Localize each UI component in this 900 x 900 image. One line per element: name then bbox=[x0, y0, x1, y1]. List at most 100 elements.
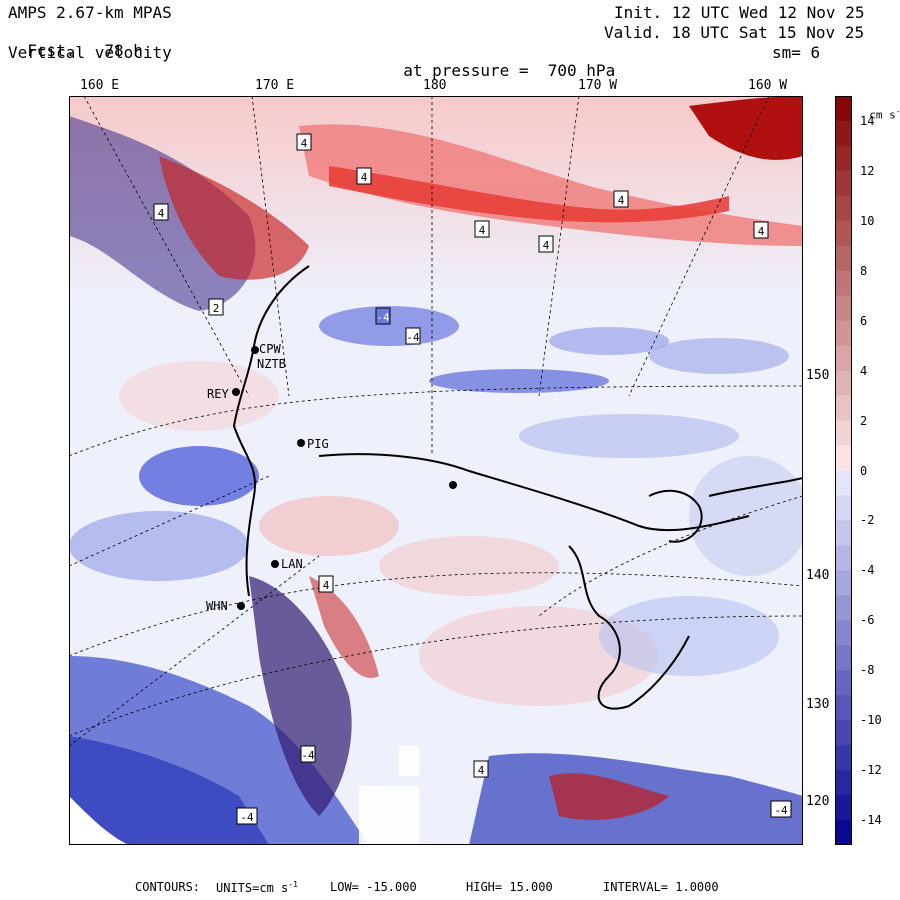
contour-label-box: 4 bbox=[474, 220, 490, 238]
colorbar-tick-label: -12 bbox=[860, 763, 882, 778]
footer-low: LOW= -15.000 bbox=[330, 880, 417, 894]
colorbar-tick-label: -2 bbox=[860, 513, 875, 528]
colorbar-tick-label: -10 bbox=[860, 713, 882, 728]
colorbar-cell bbox=[835, 645, 852, 671]
white-patch-1 bbox=[359, 786, 419, 845]
colorbar-cell bbox=[835, 820, 852, 845]
svg-text:4: 4 bbox=[758, 225, 765, 238]
colorbar-tick-label: 14 bbox=[860, 113, 875, 128]
colorbar-cell bbox=[835, 145, 852, 172]
model-title: AMPS 2.67-km MPAS bbox=[8, 3, 172, 22]
map-frame bbox=[69, 96, 803, 845]
svg-text:-4: -4 bbox=[376, 311, 390, 324]
station-dot-icon bbox=[251, 346, 259, 354]
svg-text:4: 4 bbox=[543, 239, 550, 252]
negative-patch-1 bbox=[319, 306, 459, 346]
northwest-red bbox=[159, 156, 309, 280]
svg-text:2: 2 bbox=[213, 302, 220, 315]
colorbar-cell bbox=[835, 545, 852, 571]
colorbar-tick-label: 2 bbox=[860, 413, 868, 428]
lon-label-170w: 170 W bbox=[578, 78, 618, 93]
lon-label-160w: 160 W bbox=[748, 78, 788, 93]
svg-text:4: 4 bbox=[301, 137, 308, 150]
smoothing-label: sm= 6 bbox=[772, 43, 821, 62]
colorbar-cell bbox=[835, 120, 852, 147]
contour-label-box: -4 bbox=[375, 307, 391, 325]
lon-label-160e: 160 E bbox=[80, 78, 120, 93]
colorbar-cell bbox=[835, 470, 852, 496]
footer-contours: CONTOURS: bbox=[135, 880, 201, 894]
colorbar-cell bbox=[835, 220, 852, 247]
svg-text:4: 4 bbox=[618, 194, 625, 207]
svg-text:-4: -4 bbox=[406, 331, 420, 344]
contour-label-box: -4 bbox=[236, 807, 258, 825]
contour-label-box: 4 bbox=[753, 221, 769, 239]
negative-patch-7 bbox=[69, 511, 249, 581]
colorbar-cell bbox=[835, 745, 852, 771]
station-label-whn: WHN bbox=[206, 599, 228, 613]
colorbar-cell bbox=[835, 320, 852, 347]
negative-patch-2 bbox=[429, 369, 609, 393]
colorbar-tick-label: 8 bbox=[860, 263, 868, 278]
positive-patch-1 bbox=[259, 496, 399, 556]
south-center-active bbox=[249, 576, 352, 816]
station-dot-icon bbox=[449, 481, 457, 489]
footer-high: HIGH= 15.000 bbox=[466, 880, 553, 894]
contour-label-box: -4 bbox=[300, 745, 316, 763]
init-time: Init. 12 UTC Wed 12 Nov 25 bbox=[614, 3, 865, 22]
svg-text:4: 4 bbox=[479, 224, 486, 237]
colorbar-tick-label: 10 bbox=[860, 213, 875, 228]
positive-northeast bbox=[689, 96, 803, 160]
colorbar-cell bbox=[835, 170, 852, 197]
station-dot-icon bbox=[271, 560, 279, 568]
svg-text:4: 4 bbox=[361, 171, 368, 184]
svg-text:-4: -4 bbox=[774, 804, 788, 817]
contour-label-box: 4 bbox=[318, 575, 334, 593]
colorbar-cell bbox=[835, 270, 852, 297]
colorbar-cell bbox=[835, 445, 852, 471]
colorbar-cell bbox=[835, 495, 852, 521]
station-label-pig: PIG bbox=[307, 437, 329, 451]
colorbar-cell bbox=[835, 195, 852, 222]
svg-text:-4: -4 bbox=[240, 811, 254, 824]
negative-patch-3 bbox=[549, 327, 669, 355]
contour-label-box: 2 bbox=[208, 298, 224, 316]
station-label-lan: LAN bbox=[281, 557, 303, 571]
pressure-value: 700 hPa bbox=[547, 61, 616, 80]
graticule-icon bbox=[69, 96, 803, 747]
contour-label-box: 4 bbox=[538, 235, 554, 253]
positive-patch-2 bbox=[419, 606, 659, 706]
positive-patch-3 bbox=[379, 536, 559, 596]
colorbar-cell bbox=[835, 795, 852, 821]
colorbar-cell bbox=[835, 295, 852, 322]
colorbar-tick-label: -8 bbox=[860, 663, 875, 678]
colorbar-cell bbox=[835, 720, 852, 746]
south-center-red bbox=[309, 576, 379, 678]
field-name: Vertical velocity bbox=[8, 43, 172, 62]
colorbar-tick-label: 6 bbox=[860, 313, 868, 328]
lon-label-180: 180 bbox=[423, 78, 447, 93]
colorbar-tick-label: 0 bbox=[860, 463, 868, 478]
station-dot-icon bbox=[232, 388, 240, 396]
colorbar-cell bbox=[835, 620, 852, 646]
colorbar-cell bbox=[835, 245, 852, 272]
contour-labels: 4 4 4 4 4 4 4 2 -4 -4 4 -4 -4 -4 4 bbox=[153, 133, 792, 825]
svg-text:4: 4 bbox=[478, 764, 485, 777]
colorbar-cell bbox=[835, 595, 852, 621]
negative-patch-6 bbox=[139, 446, 259, 506]
colorbar-cell bbox=[835, 96, 852, 122]
colorbar-cell bbox=[835, 345, 852, 372]
colorbar-cell bbox=[835, 695, 852, 721]
footer-units: UNITS=cm s-1 bbox=[216, 880, 298, 895]
footer-interval: INTERVAL= 1.0000 bbox=[603, 880, 719, 894]
contour-label-box: 4 bbox=[296, 133, 312, 151]
contour-label-box: 4 bbox=[473, 760, 489, 778]
southeast-red bbox=[549, 773, 669, 820]
station-label-cpw: CPW bbox=[259, 342, 281, 356]
land-white bbox=[69, 796, 129, 845]
contour-label-box: 4 bbox=[356, 167, 372, 185]
forecast-hour: Fcst. 78 h bbox=[8, 24, 143, 60]
negative-patch-4 bbox=[649, 338, 789, 374]
station-label-rey: REY bbox=[207, 387, 229, 401]
station-dot-icon bbox=[237, 602, 245, 610]
